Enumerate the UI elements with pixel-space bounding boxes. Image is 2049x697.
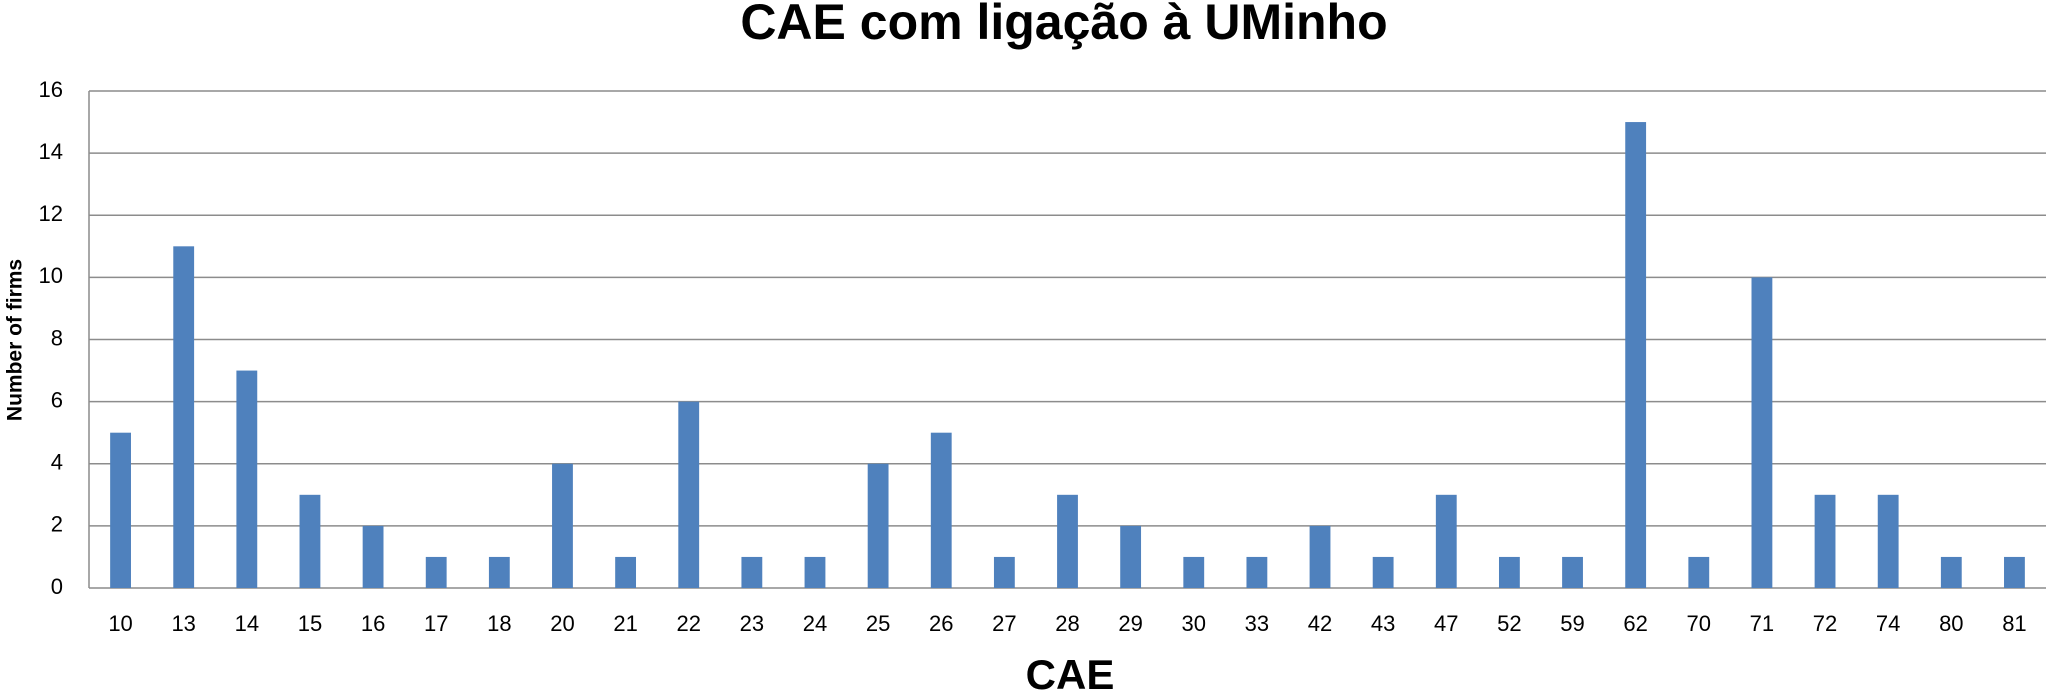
x-tick-label: 23 xyxy=(740,611,764,636)
x-tick-label: 59 xyxy=(1560,611,1584,636)
y-tick-label: 14 xyxy=(39,139,63,164)
y-tick-label: 8 xyxy=(51,325,63,350)
y-tick-label: 4 xyxy=(51,450,63,475)
bar xyxy=(1814,494,1836,588)
x-tick-label: 52 xyxy=(1497,611,1521,636)
bar xyxy=(1625,122,1647,588)
chart-title: CAE com ligação à UMinho xyxy=(740,0,1387,50)
bar xyxy=(1183,556,1205,588)
bar xyxy=(2004,556,2025,588)
x-tick-label: 10 xyxy=(108,611,132,636)
x-tick-label: 13 xyxy=(171,611,195,636)
x-tick-label: 16 xyxy=(361,611,385,636)
x-tick-label: 70 xyxy=(1687,611,1711,636)
x-tick-label: 30 xyxy=(1182,611,1206,636)
bar xyxy=(1435,494,1457,588)
x-tick-label: 15 xyxy=(298,611,322,636)
x-tick-label: 17 xyxy=(424,611,448,636)
bar xyxy=(804,556,826,588)
x-tick-label: 62 xyxy=(1623,611,1647,636)
bar xyxy=(488,556,510,588)
bar xyxy=(615,556,637,588)
bar xyxy=(1562,556,1583,588)
x-tick-label: 26 xyxy=(929,611,953,636)
x-tick-label: 71 xyxy=(1750,611,1774,636)
x-tick-label: 28 xyxy=(1055,611,1079,636)
y-axis-title: Number of firms xyxy=(4,259,27,421)
x-tick-label: 20 xyxy=(550,611,574,636)
x-tick-label: 14 xyxy=(235,611,259,636)
bar xyxy=(1246,556,1268,588)
bar xyxy=(867,463,889,588)
bar xyxy=(552,463,573,588)
y-tick-label: 12 xyxy=(39,201,63,226)
bar xyxy=(1751,277,1773,588)
bar xyxy=(425,556,447,588)
x-tick-label: 33 xyxy=(1245,611,1269,636)
y-tick-label: 2 xyxy=(51,512,63,537)
bar xyxy=(236,370,258,588)
bar xyxy=(678,401,700,588)
y-tick-label: 6 xyxy=(51,387,63,412)
x-tick-label: 47 xyxy=(1434,611,1458,636)
x-tick-label: 43 xyxy=(1371,611,1395,636)
bar xyxy=(993,556,1015,588)
x-tick-label: 80 xyxy=(1939,611,1963,636)
x-tick-label: 18 xyxy=(487,611,511,636)
y-tick-label: 16 xyxy=(39,77,63,102)
bar xyxy=(741,556,763,588)
bar xyxy=(1498,556,1520,588)
bar xyxy=(362,525,384,588)
bar xyxy=(1120,525,1142,588)
bar xyxy=(1372,556,1394,588)
x-tick-label: 22 xyxy=(676,611,700,636)
x-tick-label: 25 xyxy=(866,611,890,636)
bar xyxy=(930,432,952,588)
bar xyxy=(1940,556,1962,588)
x-axis-title: CAE xyxy=(1026,651,1115,697)
x-tick-label: 21 xyxy=(613,611,637,636)
x-tick-label: 42 xyxy=(1308,611,1332,636)
bar xyxy=(1877,494,1899,588)
x-tick-label: 27 xyxy=(992,611,1016,636)
bar xyxy=(1688,556,1710,588)
x-tick-label: 29 xyxy=(1118,611,1142,636)
bar xyxy=(299,494,321,588)
x-tick-label: 72 xyxy=(1813,611,1837,636)
bar xyxy=(173,246,195,588)
y-tick-label: 10 xyxy=(39,263,63,288)
bar xyxy=(1057,494,1078,588)
bar xyxy=(110,432,131,588)
x-tick-label: 81 xyxy=(2002,611,2026,636)
x-tick-label: 24 xyxy=(803,611,827,636)
x-tick-label: 74 xyxy=(1876,611,1900,636)
bar xyxy=(1309,525,1331,588)
y-tick-label: 0 xyxy=(51,574,63,599)
